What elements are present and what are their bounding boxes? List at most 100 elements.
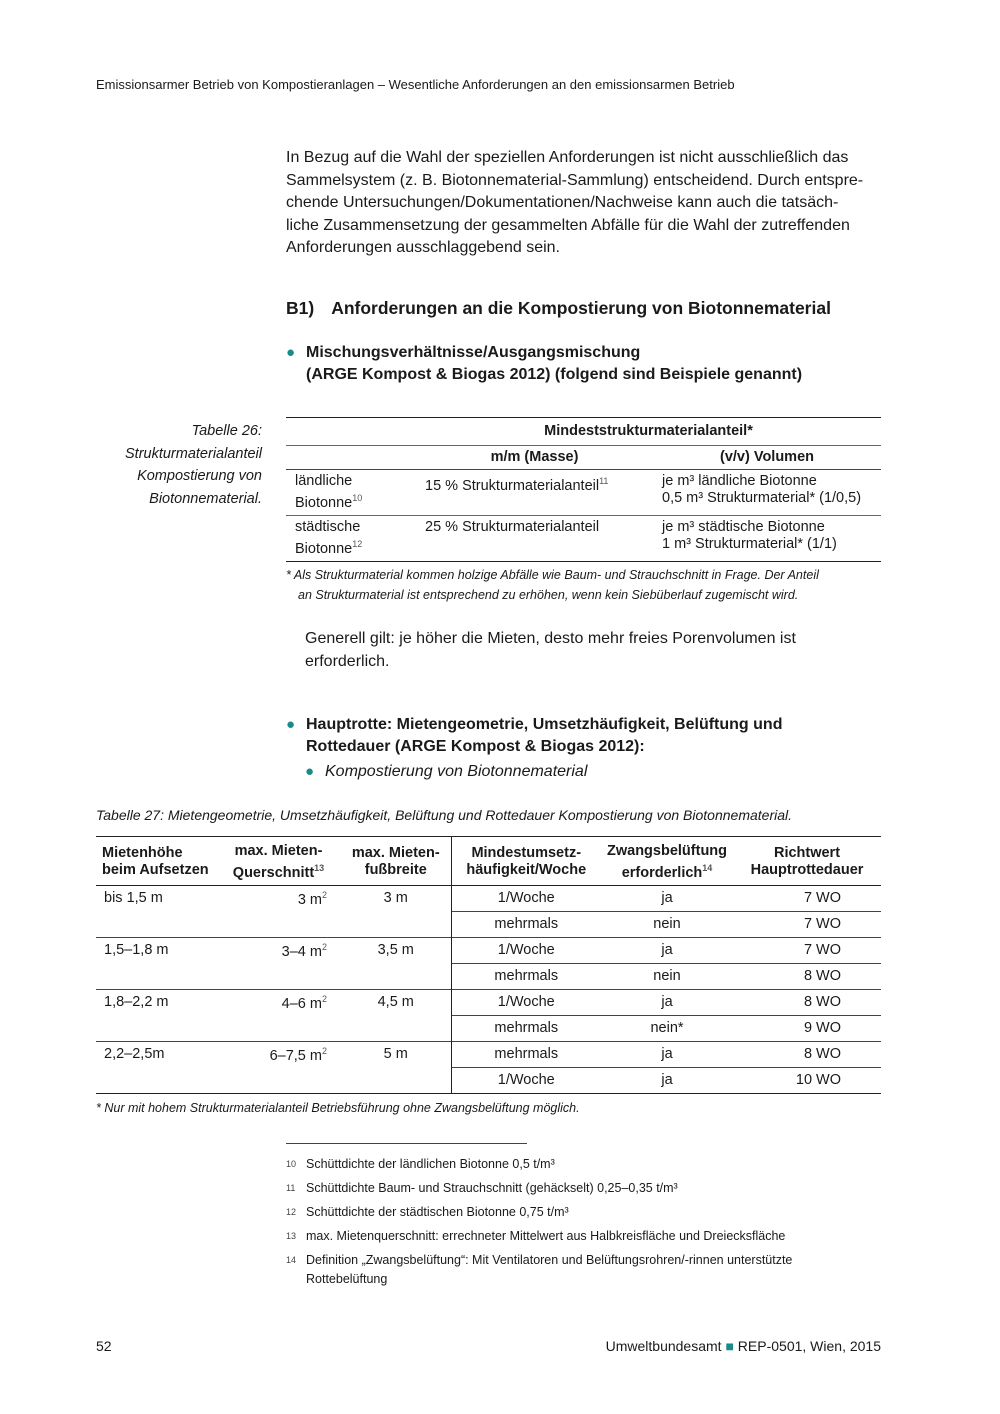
bullet-dot-icon: ● xyxy=(286,716,296,733)
cell: 6–7,5 m2 xyxy=(269,1045,327,1064)
bullet-main-rotting: ● Hauptrotte: Mietengeometrie, Umsetzhäu… xyxy=(286,714,782,758)
cell: 0,5 m³ Strukturmaterial* (1/0,5) xyxy=(662,490,862,506)
text-line: liche Zusammensetzung der gesammelten Ab… xyxy=(286,216,850,234)
cell: 1,5–1,8 m xyxy=(104,941,169,958)
cell: 3 m xyxy=(383,889,408,906)
section-heading: B1) Anforderungen an die Kompostierung v… xyxy=(286,298,831,319)
intro-paragraph: In Bezug auf die Wahl der speziellen Anf… xyxy=(286,147,886,260)
table-row: städtische Biotonne12 25 % Strukturmateri… xyxy=(286,515,881,561)
table27-caption: Tabelle 27: Mietengeometrie, Umsetzhäufi… xyxy=(96,807,793,823)
text-line: chende Untersuchungen/Dokumentationen/Na… xyxy=(286,194,839,211)
table-row: 2,2–2,5m 6–7,5 m2 5 m mehrmals ja 8 WO xyxy=(96,1041,881,1068)
table-row: bis 1,5 m 3 m2 3 m 1/Woche ja 7 WO xyxy=(96,885,881,912)
cell: 3,5 m xyxy=(377,941,414,958)
cell: 1 m³ Strukturmaterial* (1/1) xyxy=(662,535,837,552)
cell: 1/Woche xyxy=(450,885,601,912)
sub-bullet-text: Kompostierung von Biotonnematerial xyxy=(325,763,588,780)
table-row: 1,5–1,8 m 3–4 m2 3,5 m 1/Woche ja 7 WO xyxy=(96,937,881,964)
cell: 5 m xyxy=(383,1045,408,1062)
section-title: Anforderungen an die Kompostierung von B… xyxy=(331,298,831,318)
group-header: Mindeststrukturmaterialanteil* xyxy=(544,423,753,439)
cell: 8 WO xyxy=(803,1045,841,1062)
running-header: Emissionsarmer Betrieb von Kompostieranl… xyxy=(96,77,735,92)
footnote-ref: 12 xyxy=(352,538,363,549)
cell: 2,2–2,5m xyxy=(104,1045,165,1062)
cell: städtische xyxy=(295,518,361,535)
footnote: 11 Schüttdichte Baum- und Strauchschnitt … xyxy=(286,1181,678,1195)
cell: 10 WO xyxy=(733,1066,881,1094)
column-header: Mietenhöhe beim Aufsetzen xyxy=(102,845,209,879)
bullet-line: (ARGE Kompost & Biogas 2012) (folgend si… xyxy=(306,366,803,383)
footnote-ref: 11 xyxy=(599,476,609,486)
bullet-line: Hauptrotte: Mietengeometrie, Umsetzhäufi… xyxy=(306,716,783,733)
cell: je m³ ländliche Biotonne xyxy=(662,473,817,489)
cell: 1/Woche xyxy=(450,937,601,964)
footnote: 13 max. Mietenquerschnitt: errechneter Mi… xyxy=(286,1229,786,1243)
cell: 3 m2 xyxy=(297,889,327,908)
column-header: max. Mieten-fußbreite xyxy=(351,845,440,879)
bullet-line: Mischungsverhältnisse/Ausgangsmischung xyxy=(306,344,641,361)
cell: nein* xyxy=(601,1014,734,1042)
cell: 9 WO xyxy=(733,1014,881,1042)
column-header: Zwangsbelüftung erforderlich14 xyxy=(607,843,728,881)
cell: 1,8–2,2 m xyxy=(104,993,169,1010)
table26-caption: Tabelle 26: Strukturmaterialanteil Kompo… xyxy=(96,420,262,510)
cell: mehrmals xyxy=(450,1041,601,1068)
text-line: Sammelsystem (z. B. Biotonnematerial-Sam… xyxy=(286,171,864,189)
caption-line: Strukturmaterialanteil xyxy=(125,445,262,462)
page-number: 52 xyxy=(96,1338,112,1354)
caption-line: Biotonnematerial. xyxy=(149,490,262,507)
cell: 7 WO xyxy=(733,910,881,938)
cell: Biotonne xyxy=(295,494,353,511)
text-line: Anforderungen ausschlaggebend sein. xyxy=(286,239,560,256)
cell: mehrmals xyxy=(450,962,601,990)
cell: 7 WO xyxy=(803,941,841,958)
footnote-divider xyxy=(286,1143,527,1144)
text-line: erforderlich. xyxy=(305,653,390,670)
cell: 15 % Strukturmaterialanteil xyxy=(425,477,600,494)
footnote: 14 Definition „Zwangsbelüftung“: Mit Vent… xyxy=(286,1253,793,1286)
cell: mehrmals xyxy=(450,910,601,938)
text-line: In Bezug auf die Wahl der speziellen Anf… xyxy=(286,149,849,166)
report-id: REP-0501, Wien, 2015 xyxy=(737,1338,881,1354)
table-row: 1/Woche ja 10 WO xyxy=(96,1066,881,1094)
cell: ja xyxy=(661,1045,673,1062)
footnote: 10 Schüttdichte der ländlichen Biotonne 0… xyxy=(286,1157,555,1171)
cell: Biotonne xyxy=(295,540,353,557)
cell: 8 WO xyxy=(803,993,841,1010)
bullet-line: Rottedauer (ARGE Kompost & Biogas 2012): xyxy=(306,738,645,755)
footer-publisher: Umweltbundesamt ■ REP-0501, Wien, 2015 xyxy=(606,1338,881,1354)
footnote: 12 Schüttdichte der städtischen Biotonne … xyxy=(286,1205,569,1219)
cell: nein xyxy=(601,910,734,938)
table27-note: * Nur mit hohem Strukturmaterialanteil B… xyxy=(96,1101,580,1115)
cell: je m³ städtische Biotonne xyxy=(662,518,825,535)
sub-bullet: ● Kompostierung von Biotonnematerial xyxy=(305,763,587,781)
cell: 1/Woche xyxy=(450,1066,601,1094)
cell: nein xyxy=(601,962,734,990)
column-header: Richtwert Hauptrottedauer xyxy=(750,845,864,879)
cell: bis 1,5 m xyxy=(104,889,163,906)
cell: ja xyxy=(601,1066,734,1094)
cell: 25 % Strukturmaterialanteil xyxy=(425,518,600,535)
column-header: Mindestumsetz-häufigkeit/Woche xyxy=(450,836,601,886)
cell: 7 WO xyxy=(803,889,841,906)
footnote-ref: 10 xyxy=(352,493,363,503)
table-27: Mietenhöhe beim Aufsetzen max. Mieten- Quer… xyxy=(96,836,881,1094)
column-header: m/m (Masse) xyxy=(490,449,579,465)
general-paragraph: Generell gilt: je höher die Mieten, dest… xyxy=(305,627,796,673)
cell: ja xyxy=(661,941,673,958)
section-number: B1) xyxy=(286,298,315,318)
note-line: * Als Strukturmaterial kommen holzige Ab… xyxy=(286,568,819,582)
table-row: 1,8–2,2 m 4–6 m2 4,5 m 1/Woche ja 8 WO xyxy=(96,989,881,1016)
cell: mehrmals xyxy=(450,1014,601,1042)
cell: ja xyxy=(661,889,673,906)
bullet-mixing: ● Mischungsverhältnisse/Ausgangsmischung… xyxy=(286,342,802,386)
cell: 4–6 m2 xyxy=(281,993,327,1012)
cell: 3–4 m2 xyxy=(281,941,327,960)
bullet-dot-icon: ● xyxy=(305,763,315,780)
table-row: mehrmals nein 8 WO xyxy=(96,962,881,990)
cell: 4,5 m xyxy=(377,993,414,1010)
bullet-dot-icon: ● xyxy=(286,344,296,361)
table-row: mehrmals nein 7 WO xyxy=(96,910,881,938)
text-line: Generell gilt: je höher die Mieten, dest… xyxy=(305,630,796,647)
